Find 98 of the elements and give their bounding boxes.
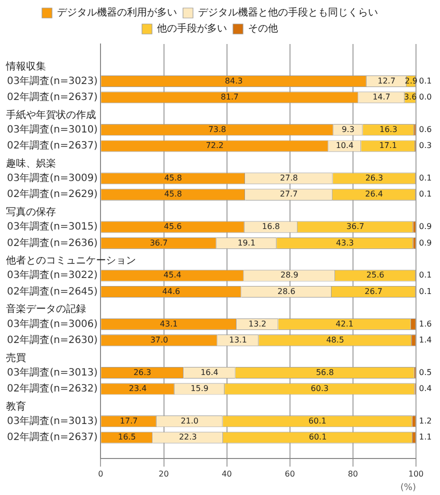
data-label: 1.6 xyxy=(419,319,432,328)
x-tick-label: 60 xyxy=(284,469,295,478)
legend-label: デジタル機器の利用が多い xyxy=(57,6,177,19)
data-label: 1.1 xyxy=(419,432,432,442)
x-tick-label: 20 xyxy=(158,469,169,478)
y-tick-label: 03年調査(n=3013) xyxy=(6,366,98,378)
text: 手紙や年賀状の作成 xyxy=(6,108,96,121)
data-label: 0.1 xyxy=(419,270,432,280)
data-label: 44.6 xyxy=(162,286,180,296)
data-label: 13.2 xyxy=(248,319,266,328)
data-label: 60.1 xyxy=(308,432,327,442)
text: 情報収集 xyxy=(5,60,46,72)
data-label: 45.4 xyxy=(164,270,182,280)
data-label: 9.3 xyxy=(342,124,354,134)
legend-label: デジタル機器と他の手段とも同じくらい xyxy=(198,6,378,19)
y-tick-label: 02年調査(n=2636) xyxy=(6,236,98,249)
y-tick-label: 03年調査(n=3009) xyxy=(6,172,98,184)
y-tick-label: 02年調査(n=2637) xyxy=(6,140,98,152)
data-label: 0.9 xyxy=(419,222,432,232)
text: 教育 xyxy=(6,400,26,412)
data-label: 23.4 xyxy=(128,384,147,394)
x-tick-label: 40 xyxy=(222,469,232,478)
data-label: 0.5 xyxy=(419,368,432,377)
data-label: 0.1 xyxy=(419,190,432,199)
data-label: 16.4 xyxy=(200,368,218,377)
data-label: 27.7 xyxy=(280,190,298,199)
data-label: 10.4 xyxy=(336,141,354,150)
y-tick-label: 02年調査(n=2629) xyxy=(6,188,98,200)
data-label: 0.3 xyxy=(419,141,432,150)
data-label: 14.7 xyxy=(372,92,390,102)
y-tick-label: 02年調査(n=2630) xyxy=(6,334,98,346)
y-tick-label: 02年調査(n=2637) xyxy=(6,91,98,104)
data-label: 12.7 xyxy=(378,76,396,86)
y-tick-label: 02年調査(n=2632) xyxy=(6,382,98,395)
text: 音楽データの記録 xyxy=(6,303,86,316)
y-tick-label: 03年調査(n=3015) xyxy=(6,220,98,233)
data-label: 84.3 xyxy=(224,76,243,86)
data-label: 43.3 xyxy=(336,238,354,248)
y-tick-label: 02年調査(n=2637) xyxy=(6,431,98,444)
data-label: 36.7 xyxy=(346,222,364,232)
text: 売買 xyxy=(6,352,26,364)
data-label: 3.6 xyxy=(404,92,417,102)
data-label: 45.6 xyxy=(164,222,182,232)
data-label: 0.1 xyxy=(419,174,432,182)
data-label: 72.2 xyxy=(206,141,224,150)
data-label: 15.9 xyxy=(190,384,208,394)
data-label: 13.1 xyxy=(229,335,247,344)
data-label: 19.1 xyxy=(238,238,256,248)
data-label: 16.8 xyxy=(262,222,280,232)
data-label: 56.8 xyxy=(316,368,334,377)
data-label: 0.1 xyxy=(419,76,432,86)
data-label: 26.4 xyxy=(365,190,383,199)
data-label: 1.2 xyxy=(419,416,432,426)
data-label: 60.1 xyxy=(308,416,326,426)
data-label: 26.3 xyxy=(365,174,384,182)
data-label: 60.3 xyxy=(310,384,329,394)
data-label: 42.1 xyxy=(336,319,354,328)
data-label: 27.8 xyxy=(280,174,298,182)
data-label: 28.9 xyxy=(280,270,298,280)
data-label: 17.7 xyxy=(120,416,138,426)
data-label: 45.8 xyxy=(164,174,182,182)
data-label: 26.3 xyxy=(133,368,152,377)
data-label: 43.1 xyxy=(160,319,178,328)
y-tick-label: 03年調査(n=3013) xyxy=(6,414,98,427)
x-axis-title: (%) xyxy=(400,482,416,493)
data-label: 21.0 xyxy=(180,416,199,426)
data-label: 81.7 xyxy=(220,92,239,102)
data-label: 45.8 xyxy=(164,190,182,199)
data-label: 36.7 xyxy=(150,238,168,248)
data-label: 17.1 xyxy=(379,141,397,150)
x-tick-label: 100 xyxy=(408,469,424,478)
data-label: 73.8 xyxy=(208,124,226,134)
x-tick-label: 80 xyxy=(348,469,358,478)
data-label: 37.0 xyxy=(150,335,168,344)
data-label: 1.4 xyxy=(419,335,432,344)
data-label: 48.5 xyxy=(326,335,344,344)
data-label: 28.6 xyxy=(278,286,296,296)
x-tick-label: 0 xyxy=(98,469,104,478)
y-tick-label: 03年調査(n=3023) xyxy=(6,74,98,87)
y-tick-label: 02年調査(n=2645) xyxy=(6,285,98,298)
y-tick-label: 03年調査(n=3006) xyxy=(6,318,98,330)
legend-label: 他の手段が多い xyxy=(157,22,227,35)
data-label: 22.3 xyxy=(178,432,197,442)
data-label: 25.6 xyxy=(366,270,384,280)
y-tick-label: 03年調査(n=3022) xyxy=(6,269,98,282)
data-label: 16.3 xyxy=(380,124,398,134)
data-label: 0.0 xyxy=(419,92,432,102)
text: 趣味、娯楽 xyxy=(6,157,56,170)
data-label: 0.4 xyxy=(419,384,432,394)
text: 写真の保存 xyxy=(6,206,56,218)
data-label: 0.6 xyxy=(419,124,432,134)
data-label: 26.7 xyxy=(364,286,382,296)
annotation: 他者とのコミュニケーション xyxy=(6,254,136,267)
data-label: 0.1 xyxy=(419,286,432,296)
data-label: 16.5 xyxy=(118,432,136,442)
legend-label: その他 xyxy=(248,22,278,35)
data-label: 0.9 xyxy=(419,238,432,248)
y-tick-label: 03年調査(n=3010) xyxy=(6,123,98,136)
